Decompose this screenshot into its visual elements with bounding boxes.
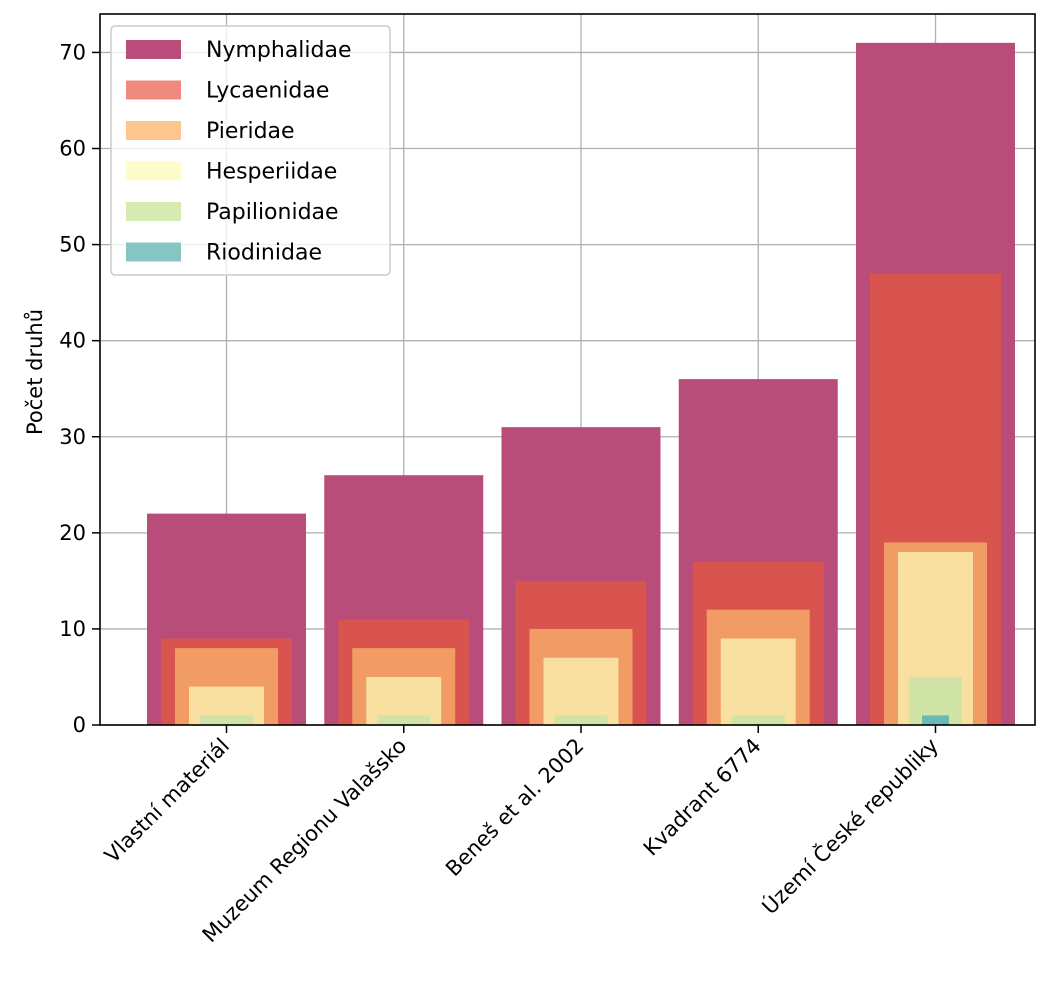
legend-label-papilionidae: Papilionidae [206,200,339,225]
legend-swatch-riodinidae [126,242,181,262]
legend-label-riodinidae: Riodinidae [206,241,322,266]
legend-swatch-pieridae [126,121,181,140]
x-tick-label-1: Muzeum Regionu Valašsko [198,734,412,948]
y-tick-label-70: 70 [59,40,86,64]
x-tick-label-0: Vlastní materiál [100,734,234,868]
bar-riodinidae-4 [922,715,949,725]
y-tick-label-20: 20 [59,521,86,545]
y-tick-label-40: 40 [59,329,86,353]
legend-swatch-lycaenidae [126,80,181,100]
legend-swatch-papilionidae [126,202,181,221]
legend-label-lycaenidae: Lycaenidae [206,79,329,104]
legend-frame [110,25,391,276]
legend-label-nymphalidae: Nymphalidae [206,38,352,63]
legend: Nymphalidae Lycaenidae Pieridae Hesperiidae… [110,25,391,276]
y-tick-label-0: 0 [73,713,86,737]
legend-label-pieridae: Pieridae [206,119,295,144]
bars [147,42,1015,725]
y-tick-label-30: 30 [59,425,86,449]
legend-swatch-hesperiidae [126,161,181,181]
bar-papilionidae-2 [554,715,608,725]
x-tick-label-3: Kvadrant 6774 [639,734,766,861]
bar-papilionidae-0 [200,715,253,725]
plot-frame [99,13,1036,726]
legend-swatch-nymphalidae [126,40,181,59]
bar-hesperiidae-3 [720,638,796,725]
x-tick-label-4: Území České republiky [757,733,943,919]
y-tick-label-10: 10 [59,617,86,641]
bar-papilionidae-1 [377,715,431,725]
y-tick-label-60: 60 [59,137,86,161]
axes [99,13,1036,726]
bar-hesperiidae-2 [543,657,619,725]
y-axis-label: Počet druhů [23,309,47,435]
legend-label-hesperiidae: Hesperiidae [206,160,337,185]
y-tick-label-50: 50 [59,233,86,257]
bar-papilionidae-3 [731,715,785,725]
x-tick-label-2: Beneš et al. 2002 [441,734,588,881]
